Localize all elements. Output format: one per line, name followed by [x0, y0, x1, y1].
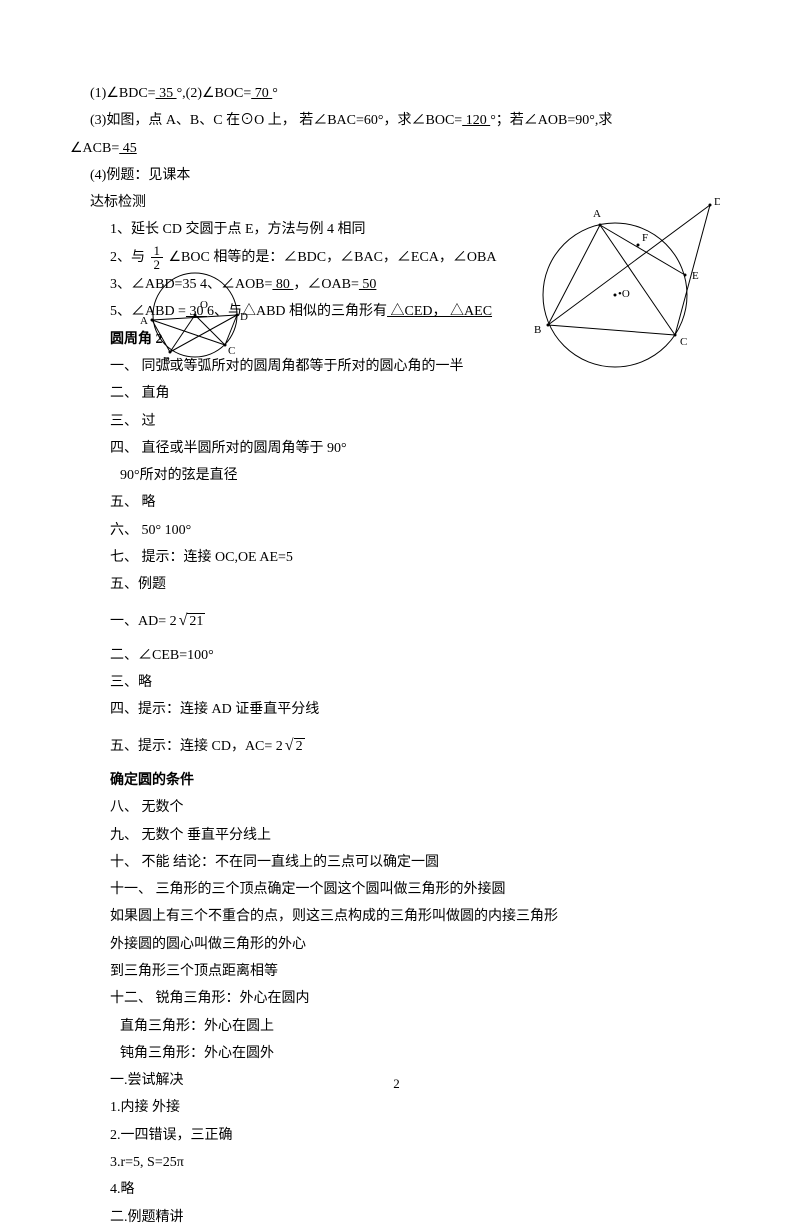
line-32: 到三角形三个顶点距离相等: [70, 958, 723, 985]
line-20: 一、AD= 2 21: [70, 605, 723, 636]
line-23: 四、提示：连接 AD 证垂直平分线: [70, 696, 723, 723]
line-38: 2.一四错误，三正确: [70, 1122, 723, 1149]
t: 3、∠ABD=35 4、∠AOB=: [110, 277, 272, 292]
line-11: 一、 同弧或等弧所对的圆周角都等于所对的圆心角的一半: [70, 353, 723, 380]
line-39: 3.r=5, S=25π: [70, 1149, 723, 1176]
line-34: 直角三角形：外心在圆上: [70, 1013, 723, 1040]
line-16: 五、 略: [70, 489, 723, 516]
line-17: 六、 50° 100°: [70, 517, 723, 544]
b: △CED， △AEC: [387, 304, 492, 319]
line-9: 5、∠ABD = 30 6、与△ABD 相似的三角形有 △CED， △AEC: [70, 298, 723, 325]
t: (3)如图，点 A、B、C 在⊙O 上， 若∠BAC=60°，求∠BOC=: [90, 113, 462, 128]
line-19: 五、例题: [70, 571, 723, 598]
line-14: 四、 直径或半圆所对的圆周角等于 90°: [70, 435, 723, 462]
line-7: 2、与 1 2 ∠BOC 相等的是：∠BDC，∠BAC，∠ECA，∠OBA: [70, 244, 723, 271]
sqrt: 21: [177, 605, 206, 636]
t: °；若∠AOB=90°,求: [490, 113, 612, 128]
line-31: 外接圆的圆心叫做三角形的外心: [70, 931, 723, 958]
page-number: 2: [0, 1076, 793, 1092]
b: 80: [272, 277, 293, 292]
t: 5、∠ABD =: [110, 304, 186, 319]
t: ∠ACB=: [70, 141, 119, 156]
t: (1)∠BDC=: [90, 86, 156, 101]
b: 50: [359, 277, 377, 292]
line-5: 达标检测: [70, 189, 723, 216]
t: ，∠OAB=: [293, 277, 358, 292]
line-6: 1、延长 CD 交圆于点 E，方法与例 4 相同: [70, 216, 723, 243]
line-3: ∠ACB= 45: [70, 135, 723, 162]
line-30: 如果圆上有三个不重合的点，则这三点构成的三角形叫做圆的内接三角形: [70, 903, 723, 930]
t: 2、与: [110, 250, 145, 265]
line-40: 4.略: [70, 1176, 723, 1203]
denominator: 2: [151, 258, 164, 271]
radicand: 21: [187, 613, 205, 629]
line-13: 三、 过: [70, 408, 723, 435]
line-27: 九、 无数个 垂直平分线上: [70, 822, 723, 849]
page: (1)∠BDC= 35 °,(2)∠BOC= 70 ° (3)如图，点 A、B、…: [0, 0, 793, 1122]
line-15: 90°所对的弦是直径: [70, 462, 723, 489]
t: 一、AD= 2: [110, 614, 177, 629]
fraction: 1 2: [151, 244, 164, 271]
line-41: 二.例题精讲: [70, 1204, 723, 1231]
sqrt: 2: [283, 730, 305, 761]
line-25: 确定圆的条件: [70, 767, 723, 794]
b: 70: [251, 86, 272, 101]
line-24: 五、提示：连接 CD，AC= 2 2: [70, 730, 723, 761]
t: 五、提示：连接 CD，AC= 2: [110, 739, 283, 754]
line-21: 二、∠CEB=100°: [70, 642, 723, 669]
t: °: [272, 86, 278, 101]
numerator: 1: [151, 244, 164, 258]
line-1: (1)∠BDC= 35 °,(2)∠BOC= 70 °: [70, 80, 723, 107]
b: 30: [186, 304, 207, 319]
line-29: 十一、 三角形的三个顶点确定一个圆这个圆叫做三角形的外接圆: [70, 876, 723, 903]
line-18: 七、 提示：连接 OC,OE AE=5: [70, 544, 723, 571]
line-4: (4)例题：见课本: [70, 162, 723, 189]
line-22: 三、略: [70, 669, 723, 696]
line-10: 圆周角 2: [70, 326, 723, 353]
line-8: 3、∠ABD=35 4、∠AOB= 80 ，∠OAB= 50: [70, 271, 723, 298]
line-28: 十、 不能 结论：不在同一直线上的三点可以确定一圆: [70, 849, 723, 876]
b: 45: [119, 141, 137, 156]
line-35: 钝角三角形：外心在圆外: [70, 1040, 723, 1067]
b: 120: [462, 113, 490, 128]
radicand: 2: [294, 738, 305, 754]
line-12: 二、 直角: [70, 380, 723, 407]
line-37: 1.内接 外接: [70, 1094, 723, 1121]
line-33: 十二、 锐角三角形：外心在圆内: [70, 985, 723, 1012]
t: °,(2)∠BOC=: [177, 86, 252, 101]
line-26: 八、 无数个: [70, 794, 723, 821]
b: 35: [156, 86, 177, 101]
line-2: (3)如图，点 A、B、C 在⊙O 上， 若∠BAC=60°，求∠BOC= 12…: [70, 107, 723, 134]
t: 6、与△ABD 相似的三角形有: [207, 304, 387, 319]
t: ∠BOC 相等的是：∠BDC，∠BAC，∠ECA，∠OBA: [169, 250, 497, 265]
